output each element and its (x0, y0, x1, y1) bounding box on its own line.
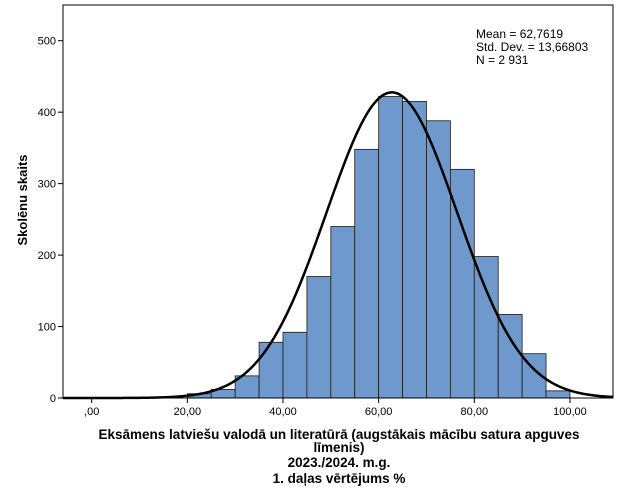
x-axis-label-line-1: Eksāmens latviešu valodā un literatūrā (… (99, 427, 580, 442)
histogram-bar-13 (497, 313, 523, 399)
histogram-bar-12 (473, 256, 499, 399)
y-tick-label-5: 500 (38, 36, 56, 48)
y-tick-label-3: 300 (38, 179, 56, 191)
stats-std-dev: Std. Dev. = 13,66803 (476, 40, 589, 54)
histogram-bar-15 (545, 390, 571, 399)
y-tick-label-1: 100 (38, 322, 56, 334)
x-axis-label-line-4: 1. daļas vērtējums % (273, 471, 406, 486)
x-axis-label-line-2: līmenis) (313, 440, 364, 455)
histogram-bar-5 (306, 276, 332, 399)
y-tick-label-0: 0 (50, 393, 56, 405)
x-tick-label-2: 40,00 (269, 406, 297, 418)
histogram-bar-4 (282, 331, 308, 399)
bars-layer (186, 96, 571, 399)
x-tick-label-0: ,00 (84, 406, 99, 418)
y-tick-label-2: 200 (38, 250, 56, 262)
histogram-bar-7 (354, 148, 380, 399)
histogram-bar-9 (402, 101, 427, 399)
x-tick-label-1: 20,00 (174, 406, 202, 418)
histogram-bar-8 (378, 96, 403, 399)
y-axis-label: Skolēnu skaits (15, 154, 30, 245)
x-axis-label-line-3: 2023./2024. m.g. (288, 455, 391, 470)
x-tick-label-4: 80,00 (461, 406, 489, 418)
stats-n: N = 2 931 (476, 53, 529, 67)
x-axis-label: Eksāmens latviešu valodā un literatūrā (… (99, 427, 580, 486)
x-tick-label-3: 60,00 (365, 406, 393, 418)
stats-mean: Mean = 62,7619 (476, 27, 563, 41)
ticks-layer: ,00 20,00 40,00 60,00 80,00 100,00 0 100 200 300 4… (38, 36, 587, 418)
histogram-bar-3 (258, 341, 284, 399)
y-tick-label-4: 400 (38, 107, 56, 119)
stats-box: Mean = 62,7619 Std. Dev. = 13,66803 N = … (476, 27, 589, 67)
plot-frame (62, 4, 614, 399)
histogram-bar-6 (330, 226, 356, 399)
x-tick-label-5: 100,00 (553, 406, 587, 418)
